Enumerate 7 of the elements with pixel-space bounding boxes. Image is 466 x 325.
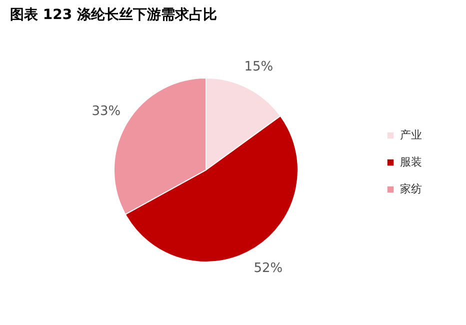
chart-title: 图表 123 涤纶长丝下游需求占比 bbox=[10, 7, 217, 23]
legend-label: 服装 bbox=[400, 156, 422, 168]
data-label: 52% bbox=[254, 260, 283, 276]
data-label: 15% bbox=[244, 60, 274, 75]
legend-label: 家纺 bbox=[400, 182, 422, 196]
data-label: 33% bbox=[92, 104, 121, 119]
legend-label: 产业 bbox=[400, 128, 422, 142]
